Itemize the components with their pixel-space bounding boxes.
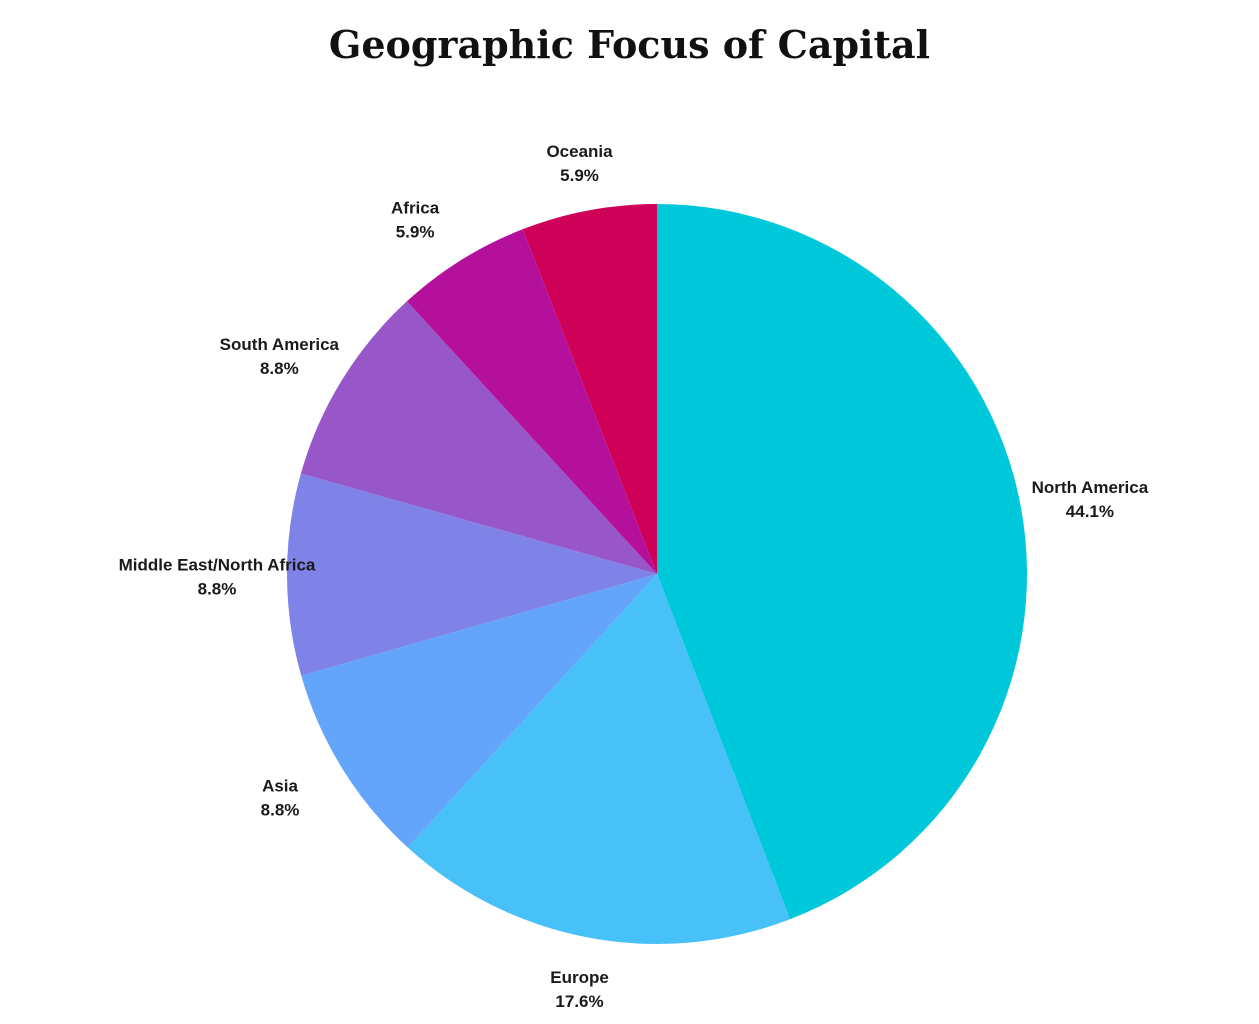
pie-labels: North America44.1%Europe17.6%Asia8.8%Mid… bbox=[119, 142, 1149, 1011]
pie-label-name: South America bbox=[220, 335, 340, 354]
pie-label-value: 8.8% bbox=[198, 580, 237, 599]
pie-label-value: 8.8% bbox=[260, 359, 299, 378]
pie-label-name: Oceania bbox=[546, 142, 613, 161]
pie-label-name: Asia bbox=[262, 776, 298, 795]
pie-label-value: 17.6% bbox=[555, 992, 603, 1011]
pie-slice-europe bbox=[407, 574, 791, 944]
pie-slice-asia bbox=[301, 574, 657, 848]
pie-label-asia: Asia 8.8% bbox=[261, 776, 300, 819]
pie-label-south-america: South America 8.8% bbox=[220, 335, 340, 378]
pie-label-value: 5.9% bbox=[396, 222, 435, 241]
pie-label-middle-east-north-africa: Middle East/North Africa 8.8% bbox=[119, 556, 316, 599]
pie-label-value: 5.9% bbox=[560, 166, 599, 185]
pie-label-europe: Europe 17.6% bbox=[550, 968, 609, 1011]
pie-label-name: Middle East/North Africa bbox=[119, 556, 316, 575]
pie-label-value: 8.8% bbox=[261, 800, 300, 819]
pie-slices bbox=[287, 204, 1027, 944]
pie-label-value: 44.1% bbox=[1066, 502, 1114, 521]
pie-label-africa: Africa 5.9% bbox=[391, 198, 440, 241]
pie-slice-africa bbox=[406, 229, 657, 574]
pie-label-name: North America bbox=[1032, 478, 1149, 497]
pie-slice-middle-east-north-africa bbox=[287, 473, 657, 676]
chart-title: Geographic Focus of Capital bbox=[328, 22, 931, 67]
pie-label-name: Africa bbox=[391, 198, 440, 217]
pie-label-north-america: North America 44.1% bbox=[1032, 478, 1149, 521]
pie-label-oceania: Oceania 5.9% bbox=[546, 142, 613, 185]
pie-slice-north-america bbox=[657, 204, 1027, 920]
pie-label-name: Europe bbox=[550, 968, 609, 987]
pie-slice-oceania bbox=[522, 204, 657, 574]
pie-slice-south-america bbox=[300, 301, 657, 574]
